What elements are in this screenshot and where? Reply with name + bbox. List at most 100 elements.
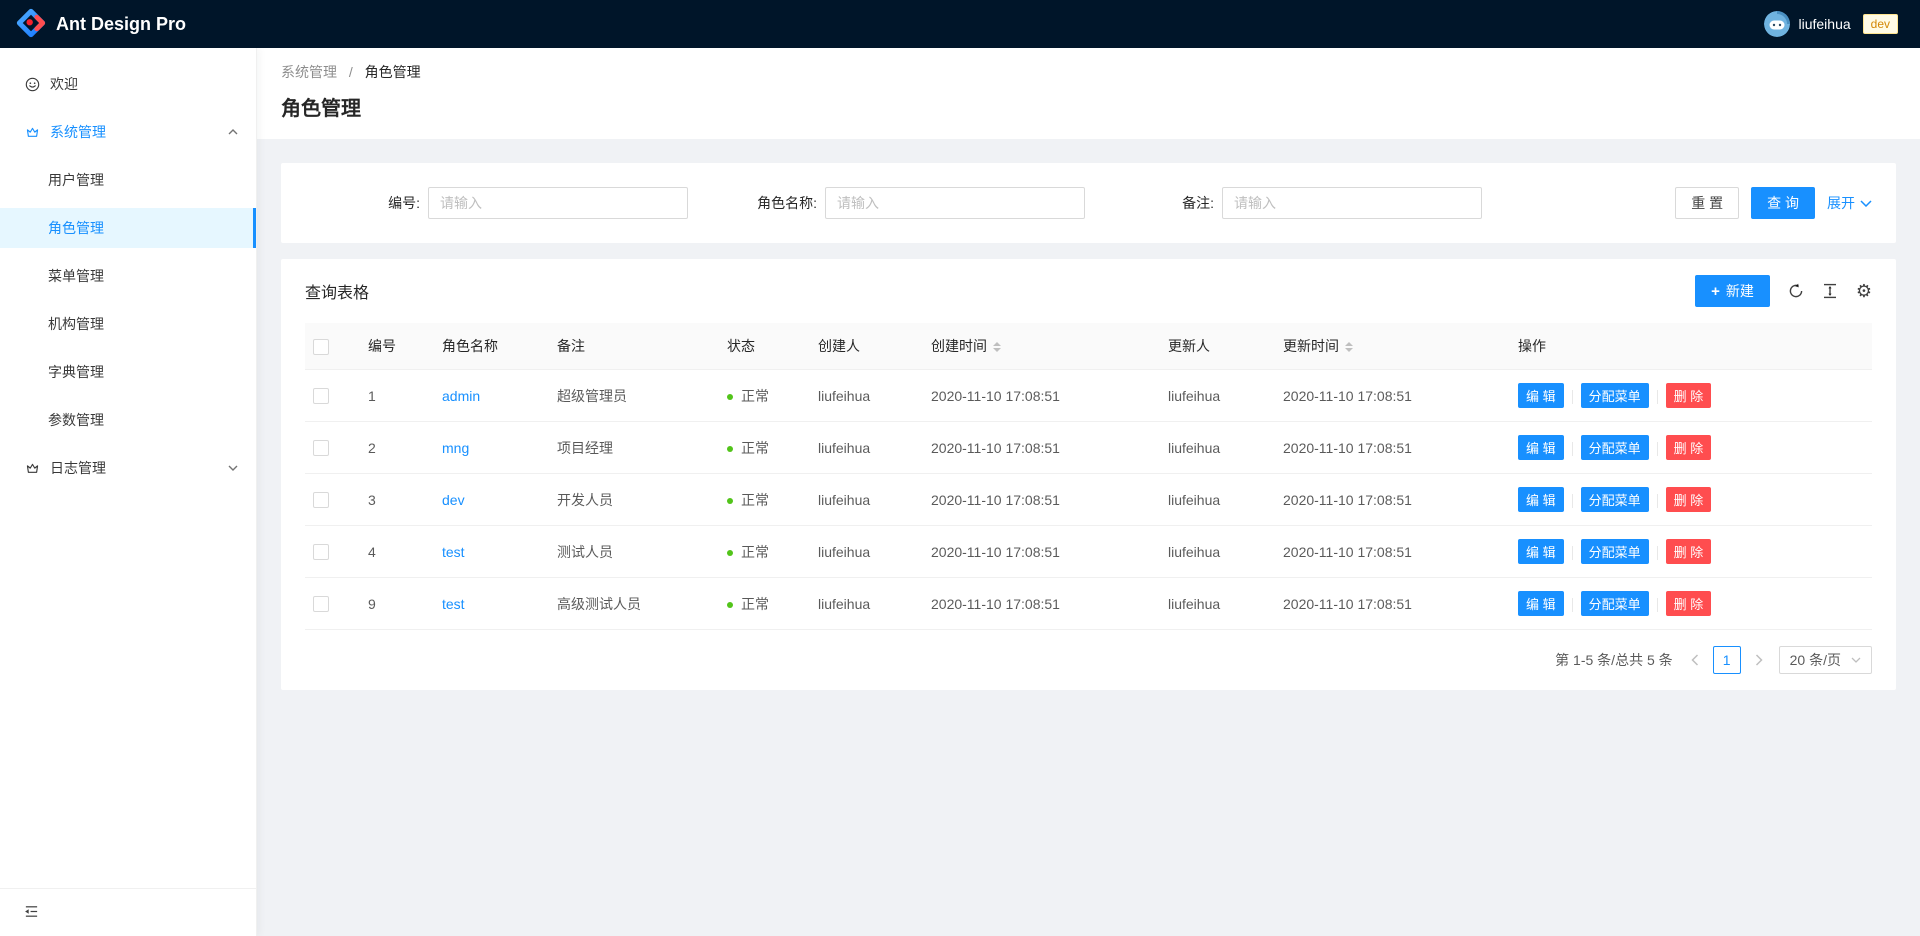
sidebar-item-system-mgmt[interactable]: 系统管理 bbox=[0, 112, 256, 152]
role-name-link[interactable]: dev bbox=[442, 491, 465, 508]
sorter-icon[interactable] bbox=[1345, 342, 1353, 353]
cell-creator: liufeihua bbox=[810, 369, 923, 422]
sidebar-item-menu-mgmt[interactable]: 菜单管理 bbox=[0, 256, 256, 296]
remark-input[interactable] bbox=[1222, 187, 1482, 219]
divider bbox=[1571, 546, 1573, 561]
chevron-down-icon bbox=[1860, 199, 1872, 207]
cell-remark: 项目经理 bbox=[549, 421, 719, 474]
sidebar: 欢迎 系统管理 用户管理 角色管理 菜单管理 机构管理 字典管理 参数管理 bbox=[0, 48, 257, 936]
sidebar-item-param-mgmt[interactable]: 参数管理 bbox=[0, 400, 256, 440]
edit-button[interactable]: 编 辑 bbox=[1518, 487, 1564, 512]
status-text: 正常 bbox=[741, 543, 769, 560]
logo-area[interactable]: Ant Design Pro bbox=[16, 8, 186, 41]
sidebar-item-welcome[interactable]: 欢迎 bbox=[0, 64, 256, 104]
table-row: 2 mng 项目经理 正常 liufeihua 2020-11-10 17:08… bbox=[305, 421, 1872, 474]
sidebar-item-log-mgmt[interactable]: 日志管理 bbox=[0, 448, 256, 488]
status-text: 正常 bbox=[741, 595, 769, 612]
delete-button[interactable]: 删 除 bbox=[1665, 383, 1712, 408]
assign-menu-button[interactable]: 分配菜单 bbox=[1580, 487, 1649, 512]
prev-page-button[interactable] bbox=[1683, 646, 1707, 674]
column-header-id: 编号 bbox=[360, 323, 434, 370]
assign-menu-button[interactable]: 分配菜单 bbox=[1580, 383, 1649, 408]
table-row: 4 test 测试人员 正常 liufeihua 2020-11-10 17:0… bbox=[305, 525, 1872, 578]
settings-icon[interactable]: ⚙ bbox=[1856, 282, 1872, 300]
divider bbox=[1656, 442, 1658, 457]
page-size-value: 20 条/页 bbox=[1789, 652, 1841, 668]
row-checkbox[interactable] bbox=[313, 492, 329, 509]
field-label: 备注: bbox=[1182, 195, 1214, 211]
column-header-remark: 备注 bbox=[549, 323, 719, 370]
header-right: liufeihua dev bbox=[1764, 11, 1904, 37]
row-checkbox[interactable] bbox=[313, 596, 329, 613]
cell-creator: liufeihua bbox=[810, 473, 923, 526]
sorter-icon[interactable] bbox=[993, 342, 1001, 353]
app-header: Ant Design Pro liufeihua dev bbox=[0, 0, 1920, 48]
table-row: 1 admin 超级管理员 正常 liufeihua 2020-11-10 17… bbox=[305, 369, 1872, 422]
divider bbox=[1571, 598, 1573, 613]
reset-button[interactable]: 重 置 bbox=[1675, 187, 1740, 219]
new-button-label: 新建 bbox=[1725, 283, 1754, 299]
breadcrumb-item-current: 角色管理 bbox=[364, 64, 421, 80]
reload-icon[interactable] bbox=[1788, 283, 1804, 299]
delete-button[interactable]: 删 除 bbox=[1665, 487, 1712, 512]
cell-create-time: 2020-11-10 17:08:51 bbox=[923, 525, 1160, 578]
table-toolbar: 查询表格 + 新建 ⚙ bbox=[305, 259, 1872, 323]
breadcrumb-item[interactable]: 系统管理 bbox=[281, 64, 337, 80]
assign-menu-button[interactable]: 分配菜单 bbox=[1580, 539, 1649, 564]
density-icon[interactable] bbox=[1822, 283, 1838, 299]
chevron-down-icon bbox=[228, 465, 238, 471]
page-number-1[interactable]: 1 bbox=[1712, 646, 1741, 674]
row-checkbox[interactable] bbox=[313, 440, 329, 457]
id-input[interactable] bbox=[428, 187, 688, 219]
role-name-link[interactable]: admin bbox=[442, 387, 481, 404]
env-tag: dev bbox=[1862, 14, 1898, 34]
search-field-remark: 备注: bbox=[1099, 187, 1496, 219]
roles-table: 编号 角色名称 备注 状态 创建人 创建时间 更新人 更新时间 操作 1 bbox=[305, 323, 1872, 630]
assign-menu-button[interactable]: 分配菜单 bbox=[1580, 435, 1649, 460]
column-label: 创建时间 bbox=[931, 338, 987, 354]
search-card: 编号: 角色名称: 备注: 重 置 查 询 展开 bbox=[281, 163, 1896, 243]
sidebar-item-role-mgmt[interactable]: 角色管理 bbox=[0, 208, 256, 248]
sidebar-item-label: 字典管理 bbox=[48, 364, 104, 380]
avatar[interactable] bbox=[1764, 11, 1791, 37]
column-header-creator: 创建人 bbox=[810, 323, 923, 370]
role-name-link[interactable]: test bbox=[442, 595, 465, 612]
role-name-input[interactable] bbox=[825, 187, 1085, 219]
role-name-link[interactable]: test bbox=[442, 543, 465, 560]
sidebar-collapse-trigger[interactable] bbox=[0, 888, 256, 936]
sidebar-menu: 欢迎 系统管理 用户管理 角色管理 菜单管理 机构管理 字典管理 参数管理 bbox=[0, 48, 256, 488]
sidebar-item-user-mgmt[interactable]: 用户管理 bbox=[0, 160, 256, 200]
search-actions: 重 置 查 询 展开 bbox=[1663, 187, 1872, 219]
delete-button[interactable]: 删 除 bbox=[1665, 435, 1712, 460]
delete-button[interactable]: 删 除 bbox=[1665, 539, 1712, 564]
edit-button[interactable]: 编 辑 bbox=[1518, 435, 1564, 460]
select-all-checkbox[interactable] bbox=[313, 338, 329, 355]
cell-update-time: 2020-11-10 17:08:51 bbox=[1275, 473, 1510, 526]
sidebar-item-label: 机构管理 bbox=[48, 316, 104, 332]
query-button[interactable]: 查 询 bbox=[1751, 187, 1815, 219]
sidebar-item-org-mgmt[interactable]: 机构管理 bbox=[0, 304, 256, 344]
status-dot bbox=[727, 601, 733, 608]
username[interactable]: liufeihua bbox=[1798, 16, 1851, 32]
row-checkbox[interactable] bbox=[313, 544, 329, 561]
role-name-link[interactable]: mng bbox=[442, 439, 470, 456]
edit-button[interactable]: 编 辑 bbox=[1518, 539, 1564, 564]
sidebar-item-dict-mgmt[interactable]: 字典管理 bbox=[0, 352, 256, 392]
next-page-button[interactable] bbox=[1747, 646, 1771, 674]
column-header-update-time[interactable]: 更新时间 bbox=[1275, 323, 1510, 370]
field-label: 编号: bbox=[388, 195, 420, 211]
divider bbox=[1656, 390, 1658, 405]
delete-button[interactable]: 删 除 bbox=[1665, 591, 1712, 616]
expand-link[interactable]: 展开 bbox=[1827, 193, 1872, 213]
new-button[interactable]: + 新建 bbox=[1695, 275, 1770, 307]
page-size-select[interactable]: 20 条/页 bbox=[1778, 646, 1872, 674]
edit-button[interactable]: 编 辑 bbox=[1518, 591, 1564, 616]
sidebar-item-label: 参数管理 bbox=[48, 412, 104, 428]
chevron-down-icon bbox=[1851, 657, 1861, 663]
content-area: 编号: 角色名称: 备注: 重 置 查 询 展开 bbox=[257, 139, 1920, 714]
divider bbox=[1656, 494, 1658, 509]
row-checkbox[interactable] bbox=[313, 388, 329, 405]
edit-button[interactable]: 编 辑 bbox=[1518, 383, 1564, 408]
assign-menu-button[interactable]: 分配菜单 bbox=[1580, 591, 1649, 616]
column-header-create-time[interactable]: 创建时间 bbox=[923, 323, 1160, 370]
